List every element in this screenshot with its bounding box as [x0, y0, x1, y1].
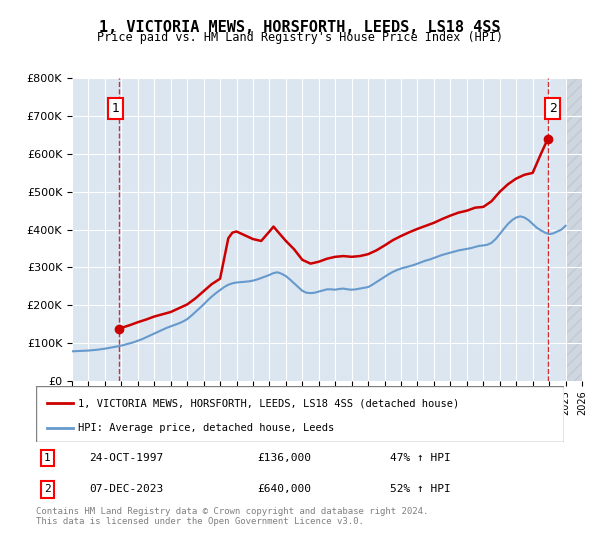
- Text: £640,000: £640,000: [258, 484, 312, 494]
- Text: 2: 2: [44, 484, 50, 494]
- Text: HPI: Average price, detached house, Leeds: HPI: Average price, detached house, Leed…: [78, 423, 334, 433]
- Text: 1: 1: [44, 453, 50, 463]
- Text: Price paid vs. HM Land Registry's House Price Index (HPI): Price paid vs. HM Land Registry's House …: [97, 31, 503, 44]
- Text: 1: 1: [112, 102, 119, 115]
- FancyBboxPatch shape: [36, 386, 564, 442]
- Text: 52% ↑ HPI: 52% ↑ HPI: [390, 484, 451, 494]
- Text: 1, VICTORIA MEWS, HORSFORTH, LEEDS, LS18 4SS (detached house): 1, VICTORIA MEWS, HORSFORTH, LEEDS, LS18…: [78, 398, 460, 408]
- Text: Contains HM Land Registry data © Crown copyright and database right 2024.
This d: Contains HM Land Registry data © Crown c…: [36, 507, 428, 526]
- Text: 24-OCT-1997: 24-OCT-1997: [89, 453, 163, 463]
- Text: 2: 2: [549, 102, 557, 115]
- Bar: [566, 78, 582, 381]
- Text: 47% ↑ HPI: 47% ↑ HPI: [390, 453, 451, 463]
- Text: 1, VICTORIA MEWS, HORSFORTH, LEEDS, LS18 4SS: 1, VICTORIA MEWS, HORSFORTH, LEEDS, LS18…: [99, 20, 501, 35]
- Text: £136,000: £136,000: [258, 453, 312, 463]
- Text: 07-DEC-2023: 07-DEC-2023: [89, 484, 163, 494]
